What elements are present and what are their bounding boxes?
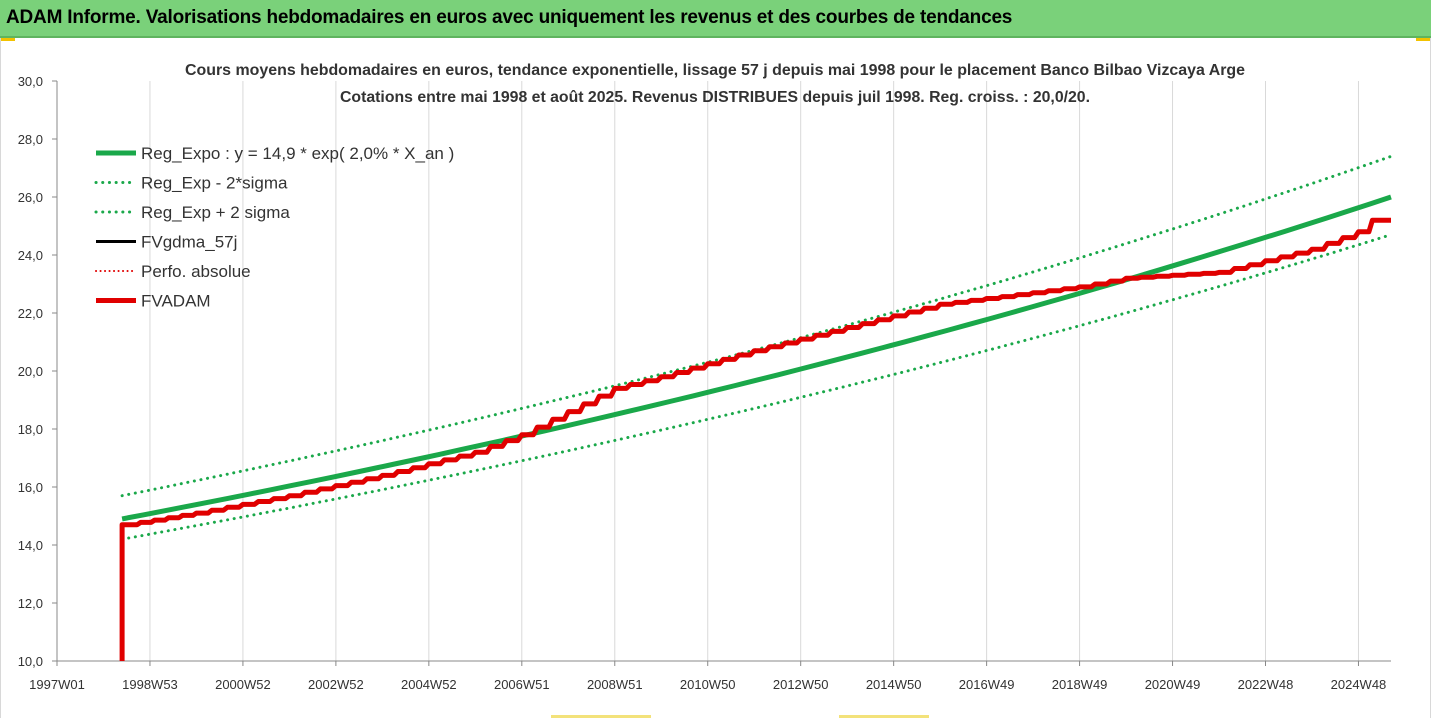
series-line — [120, 233, 1393, 541]
x-tick-label: 1998W53 — [122, 677, 178, 692]
series-lines — [119, 154, 1393, 661]
x-tick-label: 2016W49 — [959, 677, 1015, 692]
y-tick-label: 26,0 — [18, 190, 43, 205]
series-line — [121, 194, 1392, 522]
report-banner: ADAM Informe. Valorisations hebdomadaire… — [0, 0, 1431, 38]
chart-legend: Reg_Expo : y = 14,9 * exp( 2,0% * X_an )… — [94, 144, 454, 311]
legend-label: Perfo. absolue — [141, 262, 251, 281]
y-tick-label: 10,0 — [18, 654, 43, 669]
x-tick-label: 2000W52 — [215, 677, 271, 692]
y-tick-label: 22,0 — [18, 306, 43, 321]
corner-marker-bottom-1 — [551, 715, 651, 718]
series-line — [120, 154, 1393, 498]
y-tick-label: 12,0 — [18, 596, 43, 611]
y-tick-label: 20,0 — [18, 364, 43, 379]
x-tick-label: 2018W49 — [1052, 677, 1108, 692]
y-tick-label: 18,0 — [18, 422, 43, 437]
corner-marker-right — [1416, 38, 1430, 41]
legend-label: Reg_Exp - 2*sigma — [141, 174, 288, 193]
legend-label: Reg_Expo : y = 14,9 * exp( 2,0% * X_an ) — [141, 144, 454, 163]
x-tick-label: 2024W48 — [1331, 677, 1387, 692]
corner-marker-left — [1, 38, 15, 41]
legend-label: FVADAM — [141, 292, 211, 311]
y-tick-label: 14,0 — [18, 538, 43, 553]
x-tick-label: 2014W50 — [866, 677, 922, 692]
x-tick-label: 2020W49 — [1145, 677, 1201, 692]
x-tick-label: 2012W50 — [773, 677, 829, 692]
corner-marker-bottom-2 — [839, 715, 929, 718]
x-tick-label: 2004W52 — [401, 677, 457, 692]
chart-frame: 1997W01 1998W53 2000W52 2002W52 2004W52 2006W… — [0, 38, 1431, 718]
x-tick-label: 2010W50 — [680, 677, 736, 692]
legend-label: Reg_Exp + 2 sigma — [141, 203, 290, 222]
y-tick-label: 30,0 — [18, 74, 43, 89]
x-tick-label: 1997W01 — [29, 677, 85, 692]
y-tick-label: 24,0 — [18, 248, 43, 263]
line-chart: 1997W01 1998W53 2000W52 2002W52 2004W52 2006W… — [18, 62, 1393, 692]
report-title: ADAM Informe. Valorisations hebdomadaire… — [6, 7, 1013, 28]
legend-label: FVgdma_57j — [141, 233, 237, 252]
grid-lines — [149, 81, 1359, 661]
chart-title: Cours moyens hebdomadaires en euros, ten… — [185, 62, 1245, 106]
x-tick-label: 2006W51 — [494, 677, 550, 692]
x-tick-label: 2022W48 — [1238, 677, 1294, 692]
y-tick-label: 28,0 — [18, 132, 43, 147]
chart-title-line: Cours moyens hebdomadaires en euros, ten… — [185, 62, 1245, 79]
x-tick-label: 2002W52 — [308, 677, 364, 692]
y-tick-label: 16,0 — [18, 480, 43, 495]
chart-title-line: Cotations entre mai 1998 et août 2025. R… — [340, 89, 1090, 106]
series-line — [119, 217, 1391, 661]
x-tick-label: 2008W51 — [587, 677, 643, 692]
axes: 1997W01 1998W53 2000W52 2002W52 2004W52 2006W… — [18, 74, 1391, 692]
